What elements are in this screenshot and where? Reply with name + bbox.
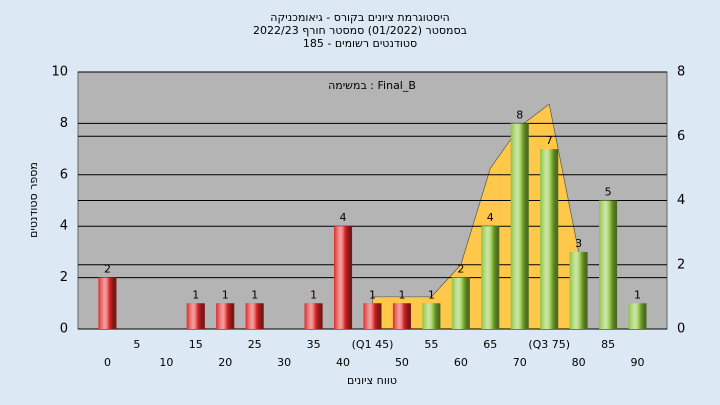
x-tick-label: 65 [483,338,497,351]
bar-shine [392,303,411,329]
y-tick-label: 0 [60,322,68,337]
data-label: 8 [516,108,523,121]
y-tick-label: 2 [60,270,68,285]
data-label: 1 [428,288,435,301]
x-tick-label: 25 [248,338,262,351]
bar-shine [334,226,353,329]
chart-title: היסטוגרמת ציונים בקורס - גיאומכניקה [270,11,449,24]
data-label: 1 [251,288,258,301]
data-label: 7 [546,134,553,147]
bar-shine [628,303,647,329]
y2-tick-label: 2 [677,257,685,272]
data-label: 2 [104,263,111,276]
annotation: במשימה : Final_B [328,79,416,92]
data-label: 1 [398,288,405,301]
y-tick-label: 4 [60,219,68,234]
x-tick-label: 0 [104,356,111,369]
y2-tick-label: 0 [677,322,685,337]
y2-tick-label: 4 [677,193,685,208]
bar-shine [98,277,117,329]
bar-shine [422,303,441,329]
data-label: 3 [575,237,582,250]
x-tick-label: 70 [513,356,527,369]
bar-shine [481,226,500,329]
data-label: 5 [605,186,612,199]
bar-shine [599,200,618,329]
y2-tick-label: 8 [677,65,685,80]
data-label: 4 [487,211,494,224]
x-tick-label: 90 [631,356,645,369]
x-tick-label: 60 [454,356,468,369]
bar-shine [245,303,264,329]
x-tick-label: 35 [307,338,321,351]
x-tick-label: 30 [277,356,291,369]
x-tick-label: (Q3 75) [528,338,570,351]
x-tick-label: 80 [572,356,586,369]
x-tick-label: 40 [336,356,350,369]
data-label: 1 [369,288,376,301]
bar-shine [363,303,382,329]
y-axis-label: מספר סטודנטים [27,162,40,238]
bar-shine [304,303,323,329]
y-tick-label: 8 [60,116,68,131]
data-label: 1 [310,288,317,301]
chart-subtitle: סטודנטים רשומים - 185 [303,37,417,50]
x-tick-label: 10 [159,356,173,369]
x-tick-label: (Q1 45) [352,338,394,351]
bar-shine [510,123,529,330]
data-label: 2 [457,263,464,276]
x-tick-label: 20 [218,356,232,369]
bar-shine [216,303,235,329]
x-tick-label: 5 [133,338,140,351]
data-label: 1 [222,288,229,301]
chart-subtitle: בסמסטר (01/2022) סמסטר חורף 2022/23 [253,24,467,37]
x-tick-label: 50 [395,356,409,369]
x-tick-label: 55 [424,338,438,351]
bar-shine [186,303,205,329]
bar-shine [540,149,559,329]
y2-tick-label: 6 [677,129,685,144]
x-tick-label: 85 [601,338,615,351]
data-label: 1 [634,288,641,301]
data-label: 4 [340,211,347,224]
bar-shine [569,251,588,329]
x-axis-label: טווח ציונים [347,374,397,387]
x-tick-label: 15 [189,338,203,351]
y-tick-label: 10 [51,65,68,80]
data-label: 1 [192,288,199,301]
bar-shine [451,277,470,329]
y-tick-label: 6 [60,167,68,182]
